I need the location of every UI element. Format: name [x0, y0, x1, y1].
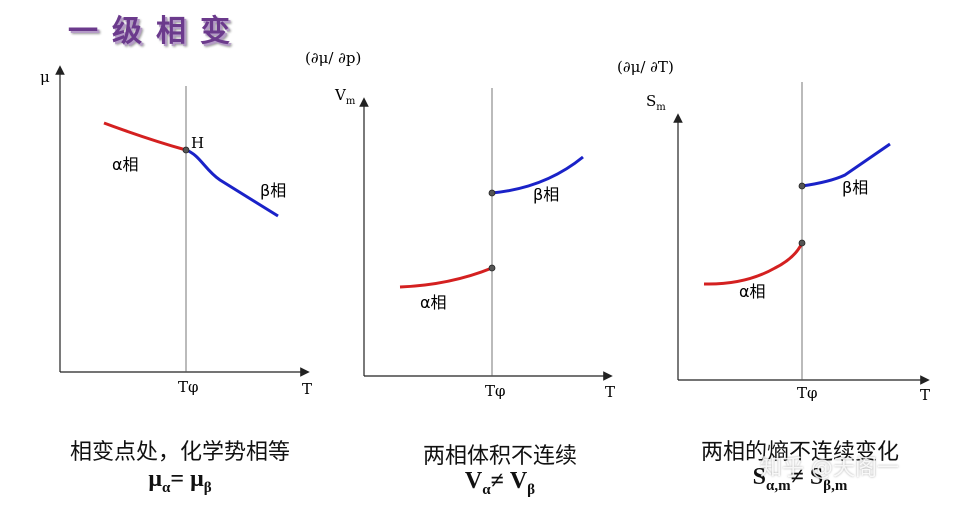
mu-alpha-label: α相 — [112, 155, 139, 174]
mu-transition-point — [182, 146, 190, 154]
page-title: 一级相变 — [68, 14, 244, 49]
volume-transition-label: Tφ — [485, 382, 506, 400]
volume-formula: Vα≠ Vβ — [350, 468, 650, 499]
mu-beta-label: β相 — [260, 181, 286, 200]
entropy-beta-label: β相 — [842, 178, 868, 197]
volume-panel: (∂μ/ ∂p) Vm T α相 β相 Tφ — [305, 49, 615, 401]
entropy-formula-rhs-sub: β,m — [823, 477, 848, 494]
volume-formula-lhs-sub: α — [482, 481, 491, 498]
entropy-y-axis-label: Sm — [646, 92, 666, 113]
mu-alpha-curve — [103, 121, 187, 152]
entropy-formula-lhs-sub: α,m — [766, 477, 791, 494]
entropy-formula: Sα,m≠ Sβ,m — [650, 464, 950, 495]
volume-formula-lhs: V — [464, 468, 483, 494]
entropy-panel: (∂μ/ ∂T) Sm T α相 β相 Tφ — [617, 58, 930, 404]
entropy-formula-op: ≠ — [790, 464, 810, 490]
volume-x-axis-label: T — [605, 383, 615, 401]
entropy-derivative-label: (∂μ/ ∂T) — [617, 58, 674, 76]
mu-point-label: H — [191, 134, 204, 152]
mu-caption: 相变点处，化学势相等 — [69, 440, 290, 465]
watermark: 知乎 @天阁一 — [760, 456, 899, 481]
entropy-alpha-end-point — [798, 239, 806, 247]
mu-y-axis-label: μ — [40, 68, 50, 86]
mu-transition-label: Tφ — [178, 378, 199, 396]
volume-y-axis-label: Vm — [334, 86, 356, 107]
entropy-caption: 两相的熵不连续变化 — [700, 440, 899, 465]
mu-formula-rhs: μ — [190, 466, 204, 492]
mu-formula-lhs-sub: α — [162, 479, 171, 496]
volume-caption: 两相体积不连续 — [422, 444, 577, 469]
volume-beta-start-point — [488, 189, 496, 197]
entropy-formula-rhs: S — [809, 464, 824, 490]
volume-derivative-label: (∂μ/ ∂p) — [305, 49, 361, 67]
entropy-transition-label: Tφ — [797, 384, 818, 402]
mu-panel: μ T H α相 β相 Tφ — [40, 65, 312, 398]
mu-x-axis-label: T — [302, 380, 312, 398]
entropy-alpha-curve — [703, 242, 804, 286]
entropy-formula-lhs: S — [752, 464, 767, 490]
volume-beta-curve — [491, 155, 584, 195]
entropy-x-axis-label: T — [920, 386, 930, 404]
mu-beta-curve — [185, 148, 279, 218]
volume-formula-rhs-sub: β — [527, 481, 536, 498]
volume-beta-label: β相 — [533, 185, 559, 204]
entropy-beta-start-point — [798, 182, 806, 190]
mu-formula: μα= μβ — [30, 466, 330, 497]
mu-formula-lhs: μ — [148, 466, 163, 492]
entropy-alpha-label: α相 — [739, 282, 766, 301]
volume-formula-op: ≠ — [490, 468, 510, 494]
volume-alpha-label: α相 — [420, 293, 447, 312]
mu-formula-op: = — [170, 466, 191, 492]
volume-formula-rhs: V — [509, 468, 528, 494]
mu-formula-rhs-sub: β — [203, 479, 212, 496]
entropy-beta-curve — [801, 142, 891, 188]
volume-alpha-end-point — [488, 264, 496, 272]
volume-alpha-curve — [399, 266, 493, 289]
